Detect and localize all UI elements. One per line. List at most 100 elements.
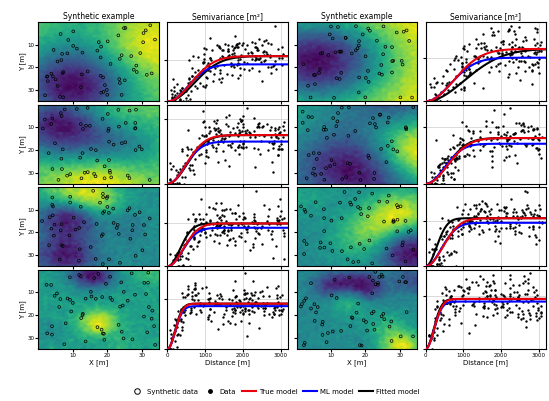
Point: [534, 147, 542, 154]
Point: [139, 222, 148, 228]
Point: [522, 206, 531, 213]
Point: [171, 166, 180, 173]
Point: [433, 298, 441, 304]
Point: [533, 316, 542, 323]
Point: [442, 160, 451, 166]
Point: [463, 64, 472, 71]
Point: [455, 141, 464, 147]
Point: [320, 176, 329, 183]
Point: [131, 212, 139, 218]
Point: [534, 305, 542, 312]
Point: [482, 201, 491, 208]
Point: [515, 24, 524, 30]
Point: [466, 217, 475, 223]
Point: [440, 233, 449, 239]
Point: [505, 298, 514, 304]
Point: [225, 296, 233, 302]
Point: [240, 237, 249, 244]
Point: [396, 333, 405, 340]
Point: [177, 316, 186, 323]
Point: [497, 207, 506, 213]
Point: [528, 67, 537, 74]
Point: [69, 300, 77, 306]
Point: [190, 227, 199, 233]
Point: [351, 47, 360, 54]
Point: [178, 263, 187, 269]
Point: [433, 177, 441, 183]
Point: [184, 57, 193, 64]
Point: [267, 140, 276, 146]
Point: [298, 301, 306, 307]
Point: [183, 283, 192, 290]
Point: [65, 232, 74, 239]
Point: [206, 232, 215, 238]
Point: [176, 252, 184, 259]
Point: [462, 123, 470, 130]
Point: [211, 126, 220, 132]
Point: [485, 282, 494, 288]
Point: [438, 297, 447, 303]
Point: [446, 231, 455, 237]
Point: [184, 165, 193, 171]
Point: [242, 295, 251, 302]
Point: [502, 213, 511, 219]
Point: [277, 146, 286, 152]
Point: [511, 228, 519, 235]
Point: [519, 45, 528, 51]
Point: [409, 246, 418, 253]
Point: [502, 209, 511, 216]
Point: [86, 244, 95, 250]
Point: [165, 181, 174, 187]
Point: [178, 98, 187, 105]
Point: [306, 280, 315, 286]
Point: [446, 235, 455, 241]
Point: [279, 230, 288, 237]
Point: [463, 211, 472, 217]
Point: [373, 37, 382, 44]
Point: [210, 308, 219, 315]
Point: [530, 61, 539, 67]
Point: [225, 235, 234, 242]
Point: [69, 43, 77, 49]
X-axis label: Distance [m]: Distance [m]: [205, 359, 250, 366]
Point: [270, 140, 279, 146]
Point: [219, 311, 228, 318]
Point: [344, 104, 353, 111]
Point: [279, 119, 288, 125]
Point: [466, 138, 475, 145]
Point: [387, 318, 396, 325]
Point: [347, 201, 356, 208]
Point: [481, 215, 490, 221]
Point: [464, 73, 473, 79]
Point: [64, 37, 72, 43]
Point: [524, 205, 533, 211]
Point: [113, 225, 121, 231]
Point: [270, 138, 278, 144]
Point: [230, 294, 239, 300]
Point: [199, 56, 208, 62]
Point: [191, 218, 199, 225]
Point: [457, 86, 466, 93]
Point: [394, 204, 402, 211]
Point: [245, 67, 254, 73]
Point: [221, 157, 229, 164]
Point: [76, 154, 85, 161]
Point: [98, 261, 107, 267]
Point: [259, 48, 268, 55]
Point: [219, 148, 227, 155]
Point: [197, 227, 206, 234]
Point: [447, 235, 456, 241]
Point: [512, 219, 520, 226]
Point: [425, 332, 434, 338]
Point: [462, 59, 471, 65]
Point: [260, 57, 269, 64]
Point: [436, 263, 445, 269]
Point: [224, 228, 233, 235]
Point: [320, 228, 329, 234]
Point: [472, 202, 480, 209]
Point: [402, 309, 411, 315]
Point: [177, 148, 186, 154]
Point: [211, 302, 220, 308]
Point: [279, 123, 288, 129]
Point: [83, 68, 92, 75]
